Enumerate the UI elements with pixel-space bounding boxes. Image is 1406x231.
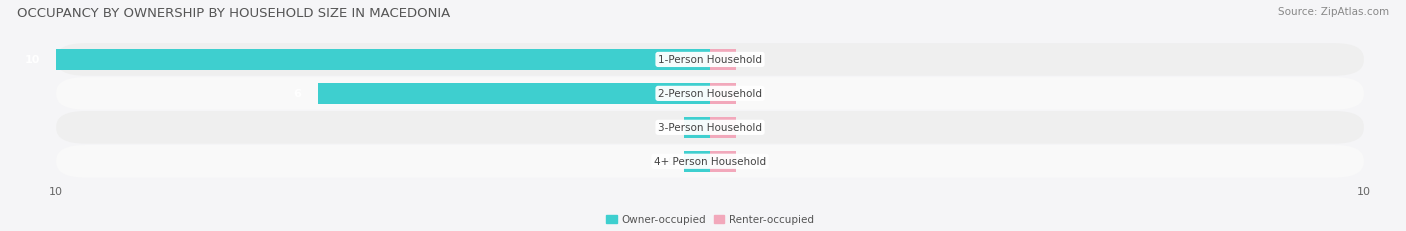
Text: 3-Person Household: 3-Person Household [658,123,762,133]
Text: 10: 10 [24,55,39,65]
FancyBboxPatch shape [56,145,1364,178]
Text: 4+ Person Household: 4+ Person Household [654,157,766,167]
Text: 0: 0 [747,157,754,167]
Bar [318,83,710,104]
Text: Source: ZipAtlas.com: Source: ZipAtlas.com [1278,7,1389,17]
Bar [683,117,710,138]
Text: 1-Person Household: 1-Person Household [658,55,762,65]
Bar [710,151,737,172]
FancyBboxPatch shape [56,112,1364,144]
FancyBboxPatch shape [56,44,1364,76]
Text: 0: 0 [747,89,754,99]
Bar [710,83,737,104]
Text: 2-Person Household: 2-Person Household [658,89,762,99]
Text: 6: 6 [294,89,301,99]
Text: 0: 0 [747,123,754,133]
Bar [710,117,737,138]
Text: 0: 0 [666,123,673,133]
Legend: Owner-occupied, Renter-occupied: Owner-occupied, Renter-occupied [602,210,818,228]
Text: OCCUPANCY BY OWNERSHIP BY HOUSEHOLD SIZE IN MACEDONIA: OCCUPANCY BY OWNERSHIP BY HOUSEHOLD SIZE… [17,7,450,20]
Bar [683,151,710,172]
Bar [56,50,710,71]
Text: 0: 0 [666,157,673,167]
Text: 0: 0 [747,55,754,65]
Bar [710,50,737,71]
FancyBboxPatch shape [56,78,1364,110]
